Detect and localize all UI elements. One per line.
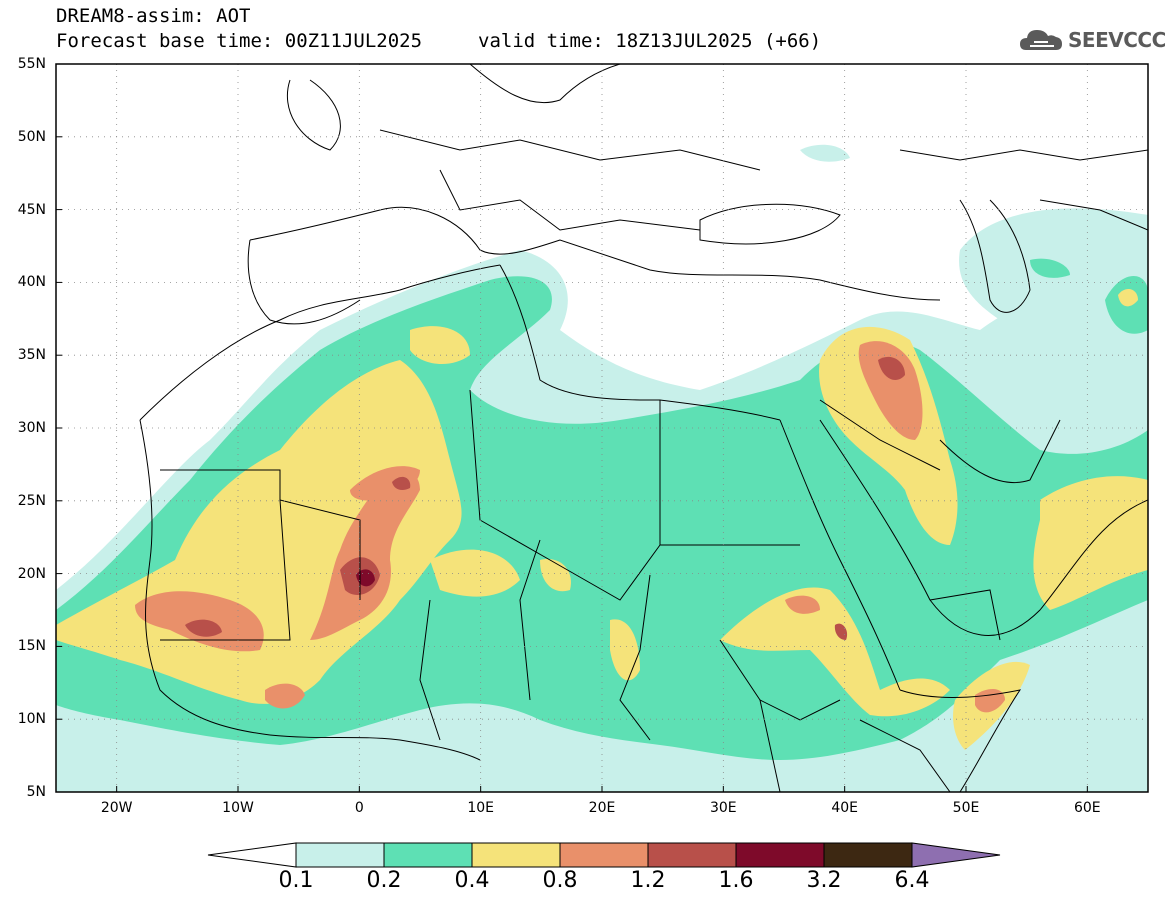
grid-lines [56,64,1148,792]
border-14 [719,639,841,721]
coast-africa-w [139,419,271,736]
forecast-base-time: Forecast base time: 00Z11JUL2025 [56,30,423,52]
coast-uk [286,79,341,151]
aot-level-1.2-alg [392,476,411,490]
aot-level-0.4-n [410,326,470,365]
lat-label: 55N [17,56,46,72]
lat-label: 45N [17,201,46,218]
lon-label: 50E [952,800,980,816]
aot-level-1.2-eth [834,623,848,640]
valid-time: valid time: 18Z13JUL2025 (+66) [478,30,822,52]
coast-blacksea [699,203,841,245]
lat-label: 30N [17,420,46,436]
lon-label: 60E [1073,800,1101,816]
axis-ticks [56,63,1088,793]
coast-gulf-guinea [269,734,481,761]
colorbar-label: 0.1 [278,868,314,893]
aot-level-0.8-som [975,688,1005,713]
coast-arabia [819,419,1148,636]
lat-label: 10N [17,711,46,728]
colorbar-label: 0.2 [366,868,402,893]
lon-label: 20E [588,800,616,816]
lat-label: 15N [17,638,46,655]
colorbar-label: 1.2 [630,868,666,893]
colorbar-label: 0.8 [542,868,578,893]
aot-level-0.1-uk [800,144,850,162]
coast-red-sea [779,419,901,691]
cloud-icon [1020,30,1062,50]
coast-caspian [959,199,1031,313]
aot-level-0.8-alg [350,466,420,501]
aot-level-0.4-oman [1033,476,1148,610]
border-13 [419,599,441,741]
lon-label: 0 [354,800,364,816]
aot-level-1.2-iraq [878,356,905,380]
aot-level-0.2-caspian [1030,258,1070,278]
border-7 [819,399,941,471]
logo-text: SEEVCCC [1068,28,1165,52]
border-2 [160,499,291,641]
colorbar-label: 1.6 [718,868,754,893]
coast-gulf [939,419,1061,484]
coast-europe [249,206,941,301]
colorbar-label: 6.4 [894,868,930,893]
aot-level-0.4-eth [720,587,950,717]
border-16 [859,719,951,792]
coast-med-south [499,264,781,421]
aot-level-0.8-bf [265,683,305,709]
lat-label: 35N [17,347,46,364]
aot-level-0.8-sud [785,595,820,614]
aot-level-1.2 [185,619,222,637]
aot-level-0.4-arabia [819,326,958,545]
colorbar-label: 3.2 [806,868,842,893]
coast-africa-nw [139,264,501,421]
colorbar-label: 0.4 [454,868,490,893]
border-3 [469,389,661,601]
aot-level-0.4-caspian [1118,288,1138,307]
coast-scandinavia [469,64,621,104]
border-4 [659,400,800,546]
aot-level-0.4-sudan [610,619,640,681]
lon-label: 40E [831,800,858,816]
aot-level-0.8-iraq [858,341,923,440]
border-5 [519,539,541,701]
coast-iberia [247,239,361,325]
border-10 [379,129,761,171]
border-8 [929,589,1001,641]
lat-label: 40N [17,274,46,291]
border-15 [759,699,781,792]
lon-label: 10W [222,800,254,816]
border-12 [899,149,1148,161]
aot-level-0.8-mali [310,469,420,640]
border-11 [439,169,701,231]
coast-horn [899,689,1022,792]
lat-label: 50N [17,128,46,145]
border-6 [619,574,651,741]
aot-level-1.6 [356,569,375,587]
lat-label: 20N [17,565,46,582]
lat-label: 25N [17,492,46,509]
lon-label: 20W [100,800,133,816]
aot-level-0.4-mid [430,549,520,597]
lat-label: 5N [26,784,46,800]
map-title: DREAM8-assim: AOT [56,5,251,27]
lon-label: 30E [709,800,737,816]
lon-label: 10E [467,800,494,816]
